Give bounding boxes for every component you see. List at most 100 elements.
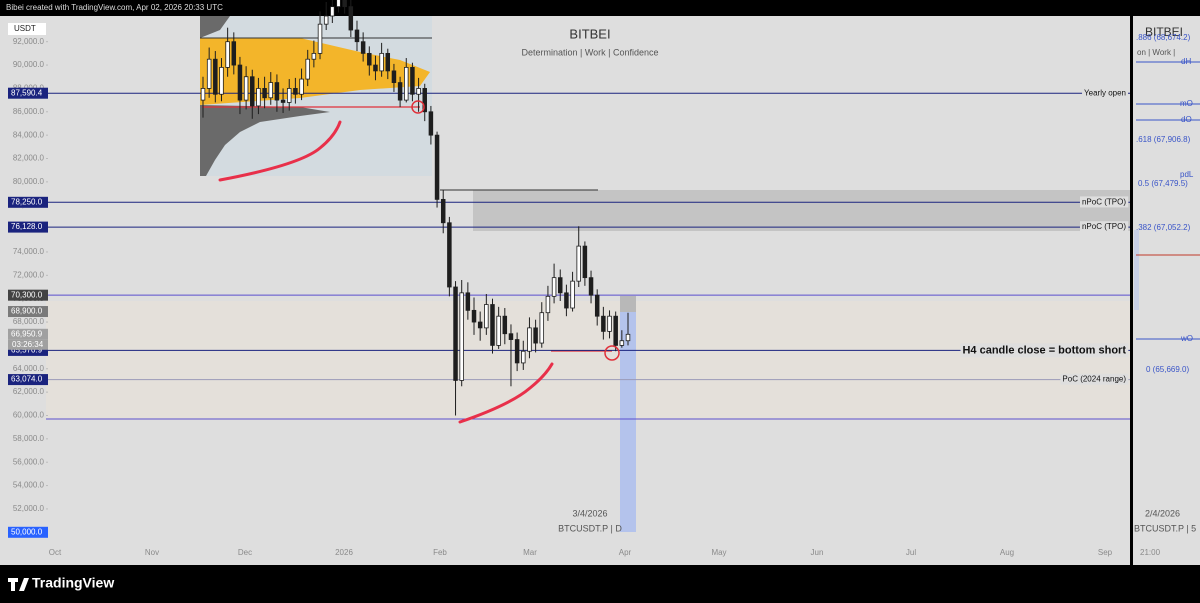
y-tick-label: 86,000.0 bbox=[13, 107, 45, 116]
price-tag-label: 66,950.9 bbox=[11, 329, 43, 338]
price-tag bbox=[8, 344, 48, 356]
fib-label: pdL bbox=[1180, 170, 1194, 179]
candle-body bbox=[286, 88, 292, 103]
level-label: nPoC (TPO) bbox=[1082, 222, 1126, 231]
currency-box bbox=[8, 23, 46, 35]
candle-body bbox=[533, 327, 538, 344]
chart-subtitle: Determination | Work | Confidence bbox=[521, 47, 658, 57]
candle-body bbox=[465, 292, 471, 311]
fib-label: 0 (65,669.0) bbox=[1146, 365, 1189, 374]
y-tick-label: 82,000.0 bbox=[13, 154, 45, 163]
y-tick-label: 52,000.0 bbox=[13, 504, 45, 513]
side-title: BITBEI bbox=[1145, 25, 1183, 39]
candle-body bbox=[243, 76, 249, 101]
candle-body bbox=[354, 29, 360, 43]
price-tag bbox=[8, 87, 48, 99]
candle-body bbox=[274, 82, 280, 101]
y-tick-label: 58,000.0 bbox=[13, 434, 45, 443]
candle-body bbox=[410, 66, 415, 95]
candle-body bbox=[404, 66, 409, 101]
brand: TradingView bbox=[32, 575, 114, 591]
candle-body bbox=[206, 58, 212, 89]
candle-body bbox=[521, 350, 526, 364]
price-tag bbox=[8, 306, 48, 318]
price-tag-label: 65,570.9 bbox=[11, 346, 43, 355]
side-date: 2/4/2026 bbox=[1145, 508, 1180, 518]
symbol-label: BTCUSDT.P | D bbox=[558, 523, 622, 533]
marker-circle bbox=[411, 100, 425, 114]
marker-circle bbox=[604, 345, 620, 361]
price-tag bbox=[8, 328, 48, 340]
candle-body bbox=[305, 58, 310, 80]
x-tick-label: 2026 bbox=[335, 548, 353, 557]
candle-body bbox=[367, 52, 372, 66]
x-tick-label: Feb bbox=[433, 548, 447, 557]
label-bg bbox=[960, 343, 1129, 358]
candle-body bbox=[225, 41, 230, 68]
x-tick-label: Sep bbox=[1098, 548, 1113, 557]
candle-body bbox=[447, 222, 452, 288]
x-tick-label: Apr bbox=[619, 548, 632, 557]
candle-body bbox=[250, 76, 255, 107]
candle-body bbox=[231, 41, 237, 66]
label-bg bbox=[1060, 373, 1129, 385]
candle-body bbox=[625, 333, 631, 342]
candle-body bbox=[496, 315, 501, 346]
candle-body bbox=[262, 88, 267, 99]
candle-body bbox=[601, 315, 606, 332]
countdown-box bbox=[8, 339, 48, 350]
side-position bbox=[1134, 230, 1139, 310]
candle-body bbox=[508, 333, 514, 340]
y-tick-label: 62,000.0 bbox=[13, 387, 45, 396]
candle-body bbox=[477, 321, 483, 329]
candle-body bbox=[545, 295, 551, 314]
candle-body bbox=[373, 64, 378, 72]
chart-marks bbox=[46, 0, 1130, 533]
y-tick-label: 84,000.0 bbox=[13, 130, 45, 139]
x-tick-label: Jul bbox=[906, 548, 916, 557]
candle-body bbox=[564, 292, 569, 309]
candle-body bbox=[323, 15, 329, 25]
side-symbol: BTCUSDT.P | 5 bbox=[1134, 523, 1196, 533]
candle-body bbox=[330, 6, 335, 17]
candle-body bbox=[588, 277, 594, 296]
candle-body bbox=[360, 41, 366, 54]
currency: USDT bbox=[14, 24, 36, 33]
level-label: Yearly open bbox=[1084, 88, 1126, 97]
chart-title: BITBEI bbox=[569, 26, 610, 41]
candle-body bbox=[613, 315, 618, 346]
separator bbox=[1130, 16, 1133, 565]
candle-body bbox=[582, 245, 588, 279]
candle-body bbox=[379, 52, 384, 72]
candle-body bbox=[342, 0, 347, 8]
range-zone bbox=[46, 301, 1130, 420]
x-tick-label: Aug bbox=[1000, 548, 1014, 557]
price-tag bbox=[8, 196, 48, 208]
price-tag bbox=[8, 289, 48, 301]
y-tick-label: 54,000.0 bbox=[13, 481, 45, 490]
position-target bbox=[620, 312, 636, 532]
y-tick-label: 56,000.0 bbox=[13, 457, 45, 466]
candle-body bbox=[557, 277, 563, 294]
fib-label: .382 (67,052.2) bbox=[1136, 223, 1191, 232]
candle-body bbox=[551, 277, 557, 297]
candle-body bbox=[453, 286, 458, 381]
x-tick-label: Mar bbox=[523, 548, 537, 557]
y-tick-label: 80,000.0 bbox=[13, 177, 45, 186]
fib-label: .618 (67,906.8) bbox=[1136, 135, 1191, 144]
candle-body bbox=[514, 339, 520, 364]
chart-pane bbox=[0, 16, 1130, 565]
fib-label: mO bbox=[1180, 99, 1193, 108]
level-label: PoC (2024 range) bbox=[1062, 375, 1126, 384]
level-label: nPoC (TPO) bbox=[1082, 197, 1126, 206]
trend-curve bbox=[458, 362, 554, 424]
price-tag-label: 87,590.4 bbox=[11, 88, 43, 97]
candle-body bbox=[336, 0, 341, 8]
candle-body bbox=[348, 6, 354, 31]
candle-body bbox=[237, 64, 243, 101]
candle-body bbox=[527, 327, 532, 352]
fib-label: dO bbox=[1181, 115, 1192, 124]
profile-tail bbox=[200, 105, 330, 176]
candle-body bbox=[299, 78, 304, 95]
